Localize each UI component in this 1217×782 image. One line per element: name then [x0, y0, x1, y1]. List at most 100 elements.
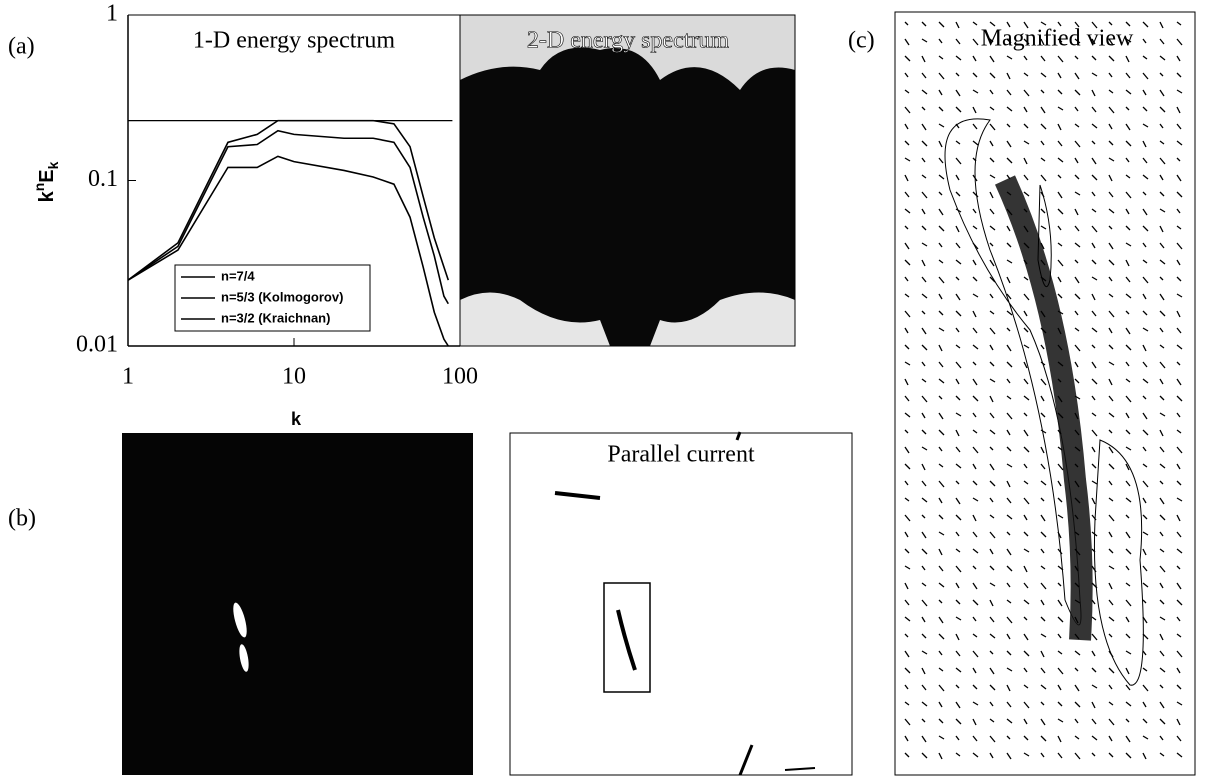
arrow	[1108, 208, 1115, 214]
arrow	[1091, 752, 1096, 757]
arrow	[1091, 701, 1096, 709]
arrow	[1159, 21, 1164, 29]
arrow	[1091, 89, 1096, 97]
arrow	[955, 650, 961, 657]
arrow	[938, 735, 945, 740]
arrow	[972, 701, 979, 706]
arrow	[904, 191, 910, 198]
arrow	[1091, 276, 1098, 281]
arrow	[1142, 378, 1149, 384]
arrow	[1159, 531, 1164, 537]
arrow	[1006, 395, 1012, 400]
y-tick-label: 0.1	[88, 166, 118, 192]
arrow	[1057, 412, 1064, 419]
arrow	[972, 531, 978, 538]
arrow	[1108, 514, 1115, 522]
arrow	[1074, 412, 1079, 420]
arrow	[1159, 395, 1165, 401]
arrow	[1091, 429, 1098, 437]
arrow	[938, 140, 943, 148]
arrow	[1040, 123, 1047, 130]
arrow	[1040, 310, 1046, 318]
arrow	[1074, 242, 1081, 248]
arrow	[1125, 565, 1130, 571]
arrow	[1057, 718, 1064, 723]
arrow	[1023, 514, 1028, 521]
arrow	[1074, 565, 1079, 572]
arrow	[989, 140, 994, 147]
arrow	[1091, 650, 1096, 657]
arrow	[921, 565, 926, 571]
arrow	[972, 191, 979, 198]
arrow	[1142, 548, 1147, 556]
arrow	[1142, 395, 1147, 400]
arrow	[972, 174, 978, 182]
vorticity-image	[122, 433, 473, 775]
arrow	[1006, 480, 1011, 488]
arrow	[1108, 548, 1114, 554]
arrow	[1108, 395, 1114, 402]
arrow	[1057, 735, 1062, 743]
arrow	[1176, 225, 1182, 230]
arrow	[1057, 55, 1064, 63]
arrow	[1040, 497, 1045, 502]
arrow	[1125, 395, 1132, 403]
arrow	[904, 38, 910, 46]
arrow	[1074, 21, 1080, 28]
arrow	[1108, 565, 1115, 570]
arrow	[938, 514, 944, 520]
arrow	[1108, 140, 1114, 146]
arrow	[972, 395, 979, 402]
arrow	[1006, 429, 1011, 436]
arrow	[955, 123, 960, 129]
arrow	[989, 344, 994, 351]
arrow	[989, 633, 996, 639]
arrow	[1176, 735, 1182, 742]
arrow	[1125, 276, 1131, 283]
arrow	[1057, 327, 1062, 335]
arrow	[1091, 633, 1098, 641]
arrow	[955, 191, 961, 197]
arrow	[938, 55, 944, 60]
arrow	[1108, 259, 1115, 266]
arrow	[1159, 701, 1165, 709]
arrow	[1142, 650, 1147, 656]
arrow	[1023, 259, 1028, 265]
arrow	[955, 72, 960, 77]
y-tick-label: 0.01	[76, 332, 118, 358]
arrow	[1006, 140, 1012, 148]
arrow	[1006, 157, 1013, 164]
arrow	[1176, 310, 1181, 318]
arrow	[1125, 514, 1130, 519]
arrow	[1159, 191, 1165, 197]
arrow	[1040, 327, 1047, 334]
arrow	[1142, 565, 1148, 572]
arrow	[1176, 497, 1183, 502]
arrow	[1159, 565, 1166, 573]
arrow	[1006, 242, 1012, 248]
arrow	[921, 667, 926, 675]
arrow	[1091, 412, 1097, 417]
arrow	[955, 412, 962, 417]
arrow	[1159, 633, 1164, 641]
arrow	[1159, 242, 1165, 249]
arrow	[1108, 293, 1114, 298]
arrow	[1125, 361, 1130, 367]
arrow	[1159, 599, 1165, 605]
arrow	[1006, 208, 1013, 216]
arrow	[1159, 157, 1166, 165]
magnified-image	[894, 11, 1196, 776]
arrow	[1159, 225, 1164, 233]
arrow	[904, 123, 909, 130]
arrow	[989, 718, 995, 723]
arrow	[1074, 752, 1081, 760]
arrow	[1006, 633, 1011, 640]
arrow	[955, 140, 961, 145]
arrow	[972, 344, 979, 350]
arrow	[1006, 514, 1013, 520]
arrow	[1159, 480, 1164, 485]
arrow	[955, 582, 960, 589]
arrow	[1074, 497, 1081, 504]
arrow	[1074, 548, 1081, 556]
arrow	[1023, 140, 1030, 145]
